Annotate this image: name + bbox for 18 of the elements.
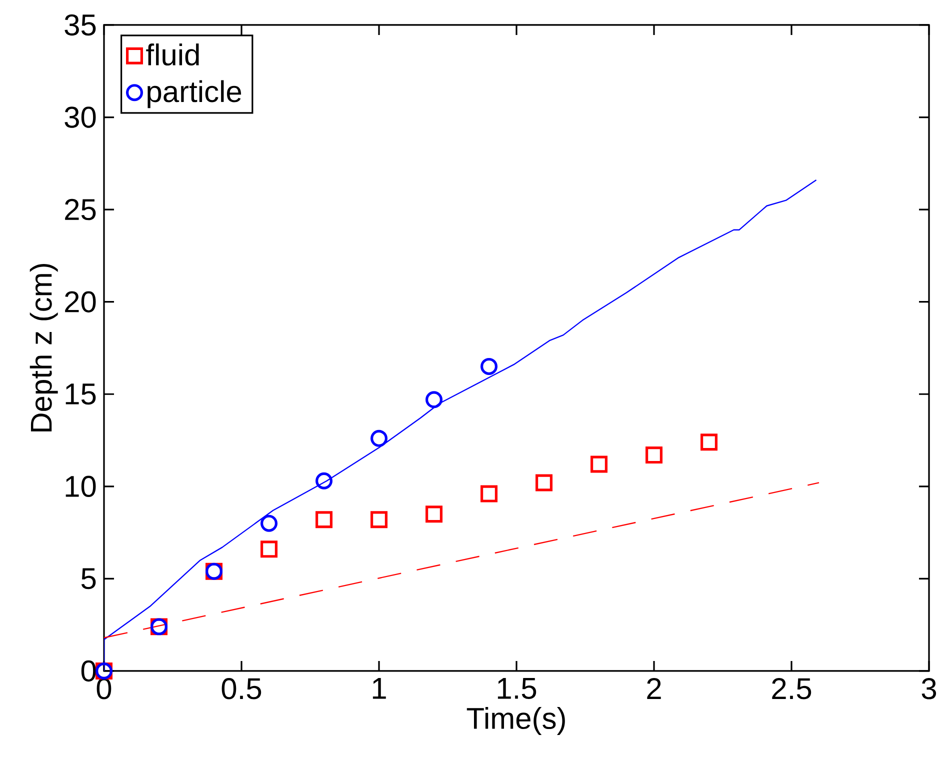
x-tick-label: 1 bbox=[372, 678, 386, 699]
y-tick-label: 5 bbox=[81, 568, 96, 590]
legend-label: particle bbox=[148, 80, 242, 108]
y-tick-label: 15 bbox=[66, 384, 96, 405]
y-tick-label: 0 bbox=[81, 660, 96, 682]
y-tick-label: 30 bbox=[64, 106, 96, 128]
x-tick-label: 1.5 bbox=[498, 678, 536, 699]
y-tick-label: 25 bbox=[65, 198, 96, 220]
x-axis-title: Time(s) bbox=[466, 707, 565, 735]
x-tick-label: 2.5 bbox=[772, 678, 812, 700]
y-tick-label: 20 bbox=[65, 291, 96, 312]
y-axis-title: Depth z (cm) bbox=[30, 264, 58, 432]
x-tick-label: 3 bbox=[922, 678, 936, 700]
y-tick-label: 35 bbox=[64, 14, 96, 36]
y-tick-label: 10 bbox=[66, 476, 96, 498]
x-tick-label: 0.5 bbox=[222, 678, 262, 700]
legend-label: fluid bbox=[146, 43, 199, 66]
x-tick-label: 2 bbox=[647, 678, 661, 699]
